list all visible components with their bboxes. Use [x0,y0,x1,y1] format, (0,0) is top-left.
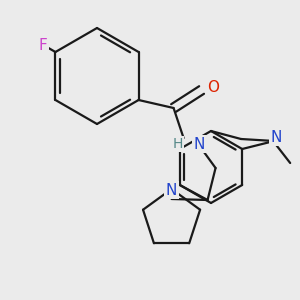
Text: N: N [194,136,205,152]
Text: F: F [39,38,48,52]
Text: N: N [166,182,177,197]
Text: N: N [271,130,282,145]
Text: O: O [208,80,220,94]
Text: H: H [172,137,183,151]
